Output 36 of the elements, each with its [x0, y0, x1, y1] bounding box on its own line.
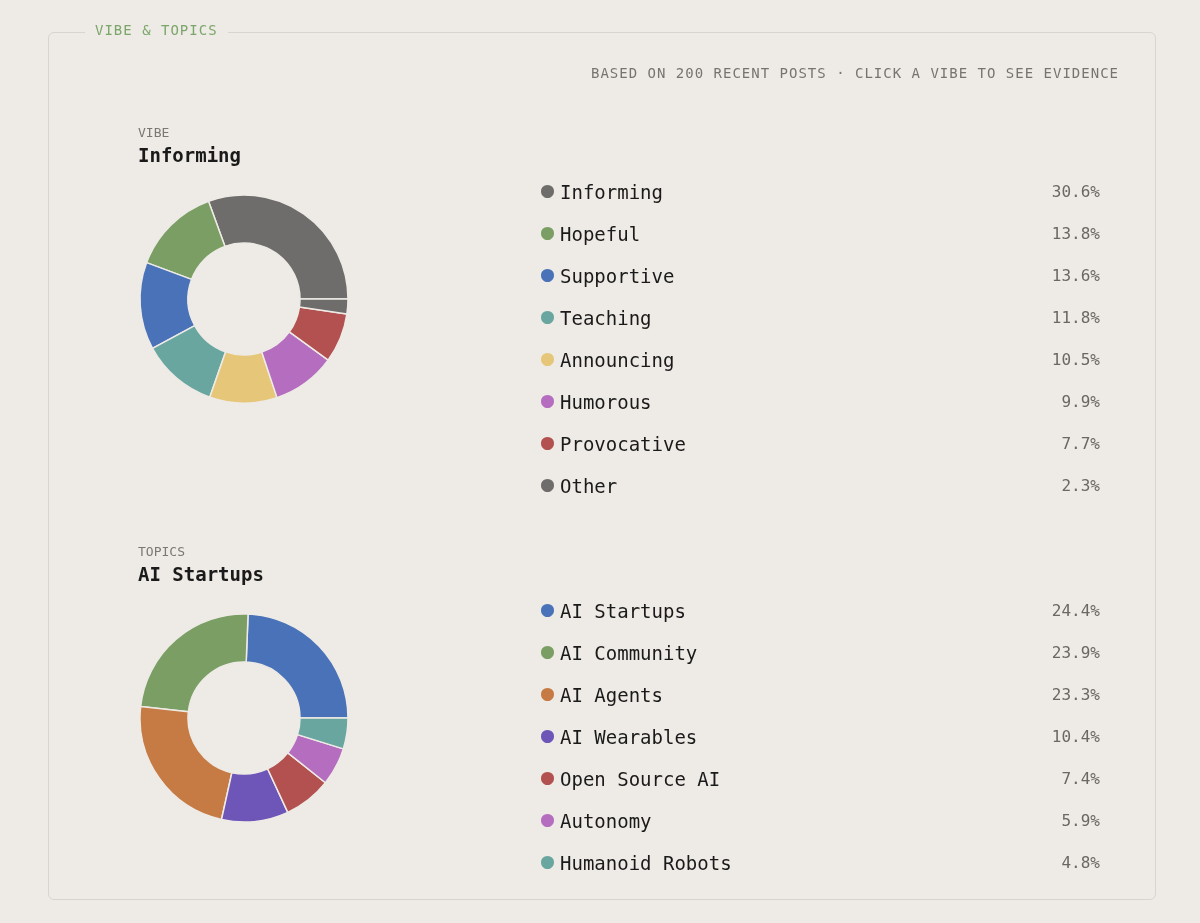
- data-label: 23.9%: [1051, 643, 1101, 662]
- data-label: 10.5%: [1051, 350, 1101, 369]
- legend-label: Announcing: [560, 348, 675, 371]
- data-label: 30.6%: [1051, 182, 1101, 201]
- legend-label: Hopeful: [560, 222, 641, 245]
- legend-label: Humanoid Robots: [560, 851, 732, 874]
- legend-label: Teaching: [560, 306, 652, 329]
- legend-label: Other: [560, 474, 618, 497]
- legend-label: Open Source AI: [560, 767, 721, 790]
- text: BASED ON 200 RECENT POSTS · CLICK A VIBE TO SEE EVIDENCE: [590, 65, 1119, 81]
- data-label: 4.8%: [1061, 853, 1101, 872]
- data-label: 13.6%: [1051, 266, 1101, 285]
- data-label: 9.9%: [1061, 392, 1101, 411]
- legend-label: Provocative: [560, 432, 686, 455]
- legend-label: Autonomy: [560, 809, 652, 832]
- data-label: 13.8%: [1051, 224, 1101, 243]
- legend-label: Humorous: [560, 390, 652, 413]
- data-label: 10.4%: [1051, 727, 1101, 746]
- legend-label: AI Startups: [560, 599, 686, 622]
- data-label: 7.7%: [1061, 434, 1101, 453]
- chart-subtitle: Informing: [138, 143, 241, 166]
- data-label: 23.3%: [1051, 685, 1101, 704]
- data-label: 2.3%: [1061, 476, 1101, 495]
- text: VIBE & TOPICS: [85, 22, 228, 38]
- data-label: 5.9%: [1061, 811, 1101, 830]
- data-label: 11.8%: [1051, 308, 1101, 327]
- chart-title: TOPICS: [138, 544, 185, 559]
- chart-subtitle: AI Startups: [138, 562, 264, 585]
- legend-label: Supportive: [560, 264, 675, 287]
- legend-label: AI Agents: [560, 683, 663, 706]
- data-label: 7.4%: [1061, 769, 1101, 788]
- legend-label: Informing: [560, 180, 663, 203]
- legend-label: AI Wearables: [560, 725, 698, 748]
- legend-label: AI Community: [560, 641, 698, 664]
- data-label: 24.4%: [1051, 601, 1101, 620]
- chart-title: VIBE: [138, 125, 170, 140]
